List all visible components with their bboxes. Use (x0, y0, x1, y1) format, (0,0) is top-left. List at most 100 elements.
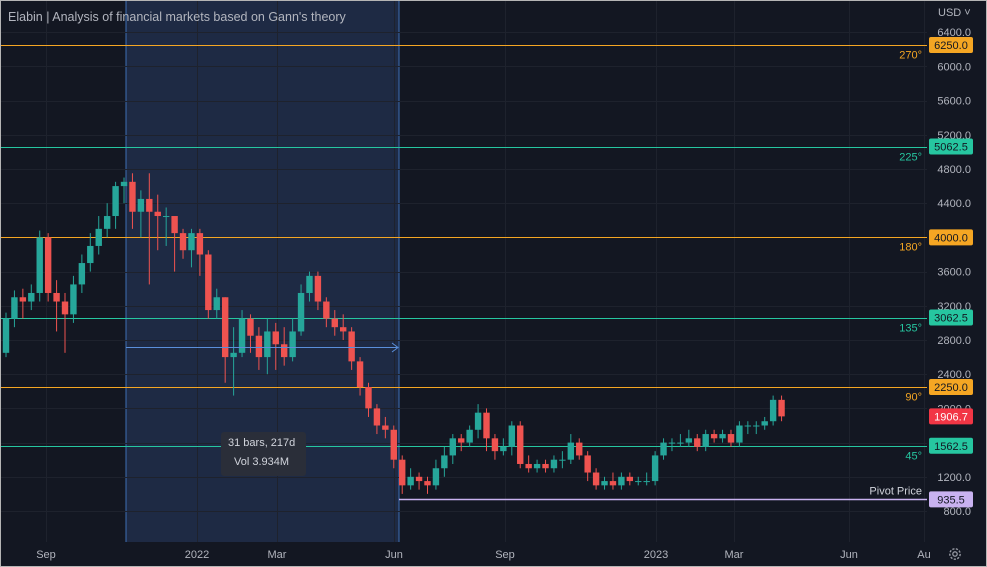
candle-body (474, 412, 482, 430)
candle-body (651, 455, 659, 482)
candle-body (525, 463, 532, 469)
candle-body (753, 425, 760, 427)
candle-body (441, 455, 448, 469)
last-price-box (929, 408, 973, 425)
axes: 6400.06000.05600.05200.04800.04400.04000… (36, 27, 973, 561)
x-tick-label: Jun (385, 549, 403, 561)
candle-body (373, 408, 381, 426)
candle-body (255, 335, 263, 358)
candle-body (500, 446, 507, 452)
y-tick-label: 2800.0 (937, 335, 971, 347)
measure-tooltip: 31 bars, 217d Vol 3.934M (221, 432, 306, 476)
x-tick-label: Sep (495, 549, 515, 561)
candle-body (550, 459, 558, 469)
candle-body (289, 331, 296, 358)
gann-level-angle: 45° (905, 451, 922, 463)
candle-body (36, 237, 43, 293)
gann-level-price-box (929, 229, 973, 246)
y-tick-label: 6000.0 (937, 61, 971, 73)
candle-body (196, 233, 204, 255)
candle-body (247, 318, 254, 336)
candle-body (53, 292, 60, 302)
candle-body (584, 455, 591, 473)
gann-level-price-label: 1562.5 (934, 441, 968, 453)
candle-body (331, 318, 338, 328)
candle-body (643, 481, 650, 483)
candle-body (280, 344, 288, 358)
pivot-price-box (929, 491, 973, 508)
candle-body (458, 438, 465, 443)
candle-body (297, 292, 305, 332)
candle-body (685, 438, 693, 443)
candle-body (508, 425, 515, 447)
candle-body (44, 237, 52, 293)
currency-selector[interactable]: USD ˅ (938, 7, 971, 19)
candle-body (601, 481, 608, 486)
candle-body (213, 297, 220, 311)
candle-body (205, 254, 212, 311)
candle-body (491, 438, 499, 452)
gann-level-price-box (929, 37, 973, 54)
chart-title: Elabin | Analysis of financial markets b… (8, 10, 346, 24)
candle-body (95, 228, 102, 246)
candle-body (618, 476, 625, 486)
x-tick-label: Sep (36, 549, 56, 561)
gann-level-angle: 180° (899, 242, 922, 254)
gann-level-price-label: 2250.0 (934, 382, 968, 394)
candle-body (19, 297, 27, 302)
candle-body (778, 399, 785, 417)
y-tick-label: 4800.0 (937, 164, 971, 176)
candle-body (221, 297, 229, 358)
y-tick-label: 1200.0 (937, 472, 971, 484)
candle-body (660, 442, 667, 456)
measure-volume-text: Vol 3.934M (234, 456, 290, 468)
candle-body (120, 181, 128, 187)
candle-body (449, 438, 456, 456)
gann-levels: 270° 225° 180° 135° 90° 45° Pivot Price (1, 45, 927, 501)
x-tick-label: 2022 (185, 549, 209, 561)
candle-body (668, 442, 676, 444)
candle-body (559, 459, 566, 461)
candle-body (238, 318, 246, 353)
candle-body (483, 412, 490, 439)
candle-body (390, 429, 397, 460)
y-tick-label: 5600.0 (937, 96, 971, 108)
candle-body (719, 434, 726, 439)
candle-body (533, 463, 541, 469)
candle-body (162, 216, 170, 218)
gann-level-price-label: 6250.0 (934, 40, 968, 52)
y-tick-label: 800.0 (943, 506, 971, 518)
candle-body (567, 442, 575, 460)
pivot-price-label: 935.5 (937, 494, 965, 506)
candle-body (137, 198, 145, 212)
candle-body (382, 425, 389, 430)
gear-icon[interactable] (947, 546, 963, 562)
candle-body (736, 425, 743, 443)
candle-body (415, 476, 423, 482)
pivot-price-label: Pivot Price (869, 486, 922, 498)
candle-body (432, 468, 440, 486)
candle-body (592, 472, 600, 486)
candle-body (171, 216, 178, 234)
candles (2, 173, 785, 494)
candle-body (129, 181, 136, 212)
candle-body (710, 434, 718, 439)
gann-level-price-box (929, 309, 973, 326)
candle-body (609, 481, 617, 486)
candle-body (179, 233, 187, 251)
candle-body (340, 327, 347, 332)
candle-body (677, 442, 684, 444)
x-tick-label: 2023 (644, 549, 668, 561)
candle-body (230, 352, 237, 358)
gann-level-angle: 90° (905, 392, 922, 404)
candle-body (769, 399, 777, 422)
gann-level-angle: 135° (899, 323, 922, 335)
y-tick-label: 6400.0 (937, 27, 971, 39)
candle-body (399, 459, 406, 486)
candle-body (576, 442, 583, 456)
measure-bars-text: 31 bars, 217d (228, 437, 296, 449)
x-tick-label: Mar (268, 549, 287, 561)
candle-body (323, 301, 330, 319)
